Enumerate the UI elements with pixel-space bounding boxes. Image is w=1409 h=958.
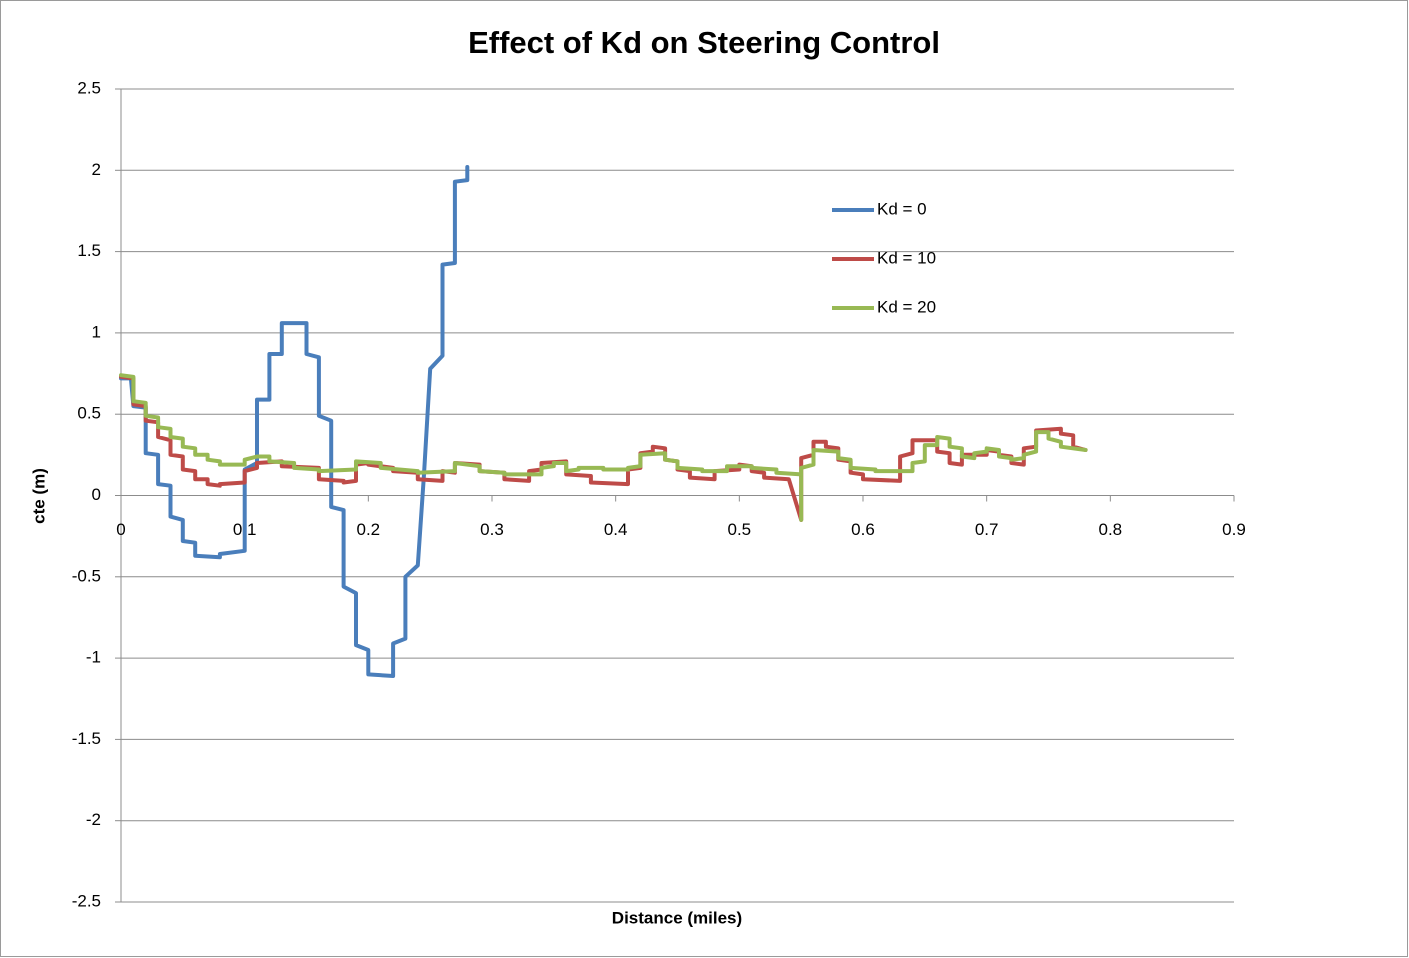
- x-tick-label: 0.9: [1222, 520, 1246, 539]
- data-line: [119, 373, 1088, 522]
- x-tick-label: 0.4: [604, 520, 628, 539]
- legend-label: Kd = 20: [877, 297, 936, 316]
- y-tick-label: 2: [92, 160, 101, 179]
- x-tick-label: 0.7: [975, 520, 999, 539]
- chart-title: Effect of Kd on Steering Control: [468, 25, 940, 60]
- x-tick-label: 0.3: [480, 520, 504, 539]
- x-axis-title: Distance (miles): [612, 908, 742, 927]
- x-tick-label: 0: [116, 520, 125, 539]
- y-axis-title: cte (m): [29, 468, 48, 524]
- y-tick-label: 0: [92, 485, 101, 504]
- x-tick-label: 0.2: [357, 520, 381, 539]
- x-tick-label: 0.6: [851, 520, 875, 539]
- plot: [119, 165, 1088, 678]
- x-tick-label: 0.8: [1099, 520, 1123, 539]
- y-tick-label: -2: [86, 810, 101, 829]
- y-tick-label: 1: [92, 322, 101, 341]
- legend-label: Kd = 0: [877, 199, 927, 218]
- y-tick-label: 1.5: [77, 241, 101, 260]
- x-tick-label: 0.5: [728, 520, 752, 539]
- y-tick-label: -1: [86, 648, 101, 667]
- y-tick-label: -2.5: [72, 891, 101, 910]
- y-tick-label: -0.5: [72, 566, 101, 585]
- legend: Kd = 0 Kd = 10 Kd = 20: [832, 199, 936, 316]
- data-line: [119, 165, 470, 678]
- y-tick-label: 2.5: [77, 78, 101, 97]
- legend-label: Kd = 10: [877, 248, 936, 267]
- y-tick-label: -1.5: [72, 729, 101, 748]
- y-tick-label: 0.5: [77, 404, 101, 423]
